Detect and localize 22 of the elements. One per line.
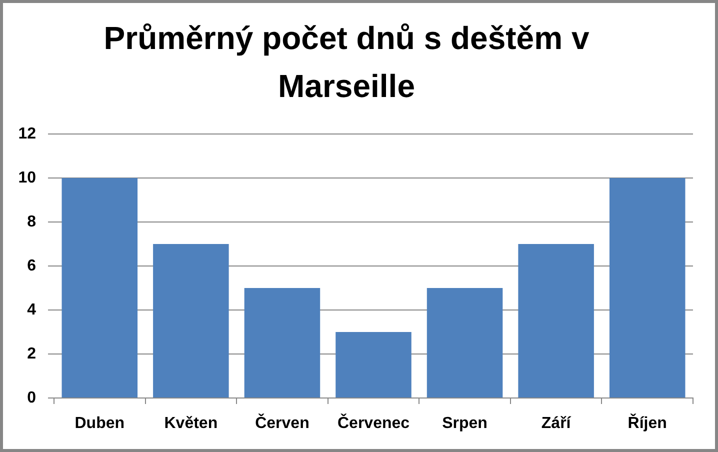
x-tick-label: Duben (74, 415, 125, 432)
bar (336, 332, 412, 398)
bar (62, 178, 138, 398)
x-tick-label: Září (541, 415, 572, 432)
x-tick-label: Červen (255, 413, 310, 432)
bar (426, 288, 503, 398)
y-tick-label: 10 (18, 169, 36, 186)
y-tick-label: 2 (27, 345, 36, 362)
y-tick-label: 8 (27, 213, 36, 230)
bar (609, 178, 686, 398)
x-tick-label: Říjen (628, 413, 667, 432)
x-tick-label: Květen (164, 415, 218, 432)
y-tick-label: 6 (27, 257, 36, 274)
y-tick-label: 4 (27, 301, 36, 318)
x-tick-label: Srpen (442, 415, 488, 432)
y-tick-label: 0 (27, 389, 36, 406)
x-tick-label: Červenec (337, 413, 410, 432)
bar (518, 244, 594, 398)
bar (153, 244, 229, 398)
bar (244, 288, 320, 398)
chart-title: Průměrný počet dnů s deštěm v Marseille (104, 20, 590, 104)
y-tick-label: 12 (18, 125, 36, 142)
